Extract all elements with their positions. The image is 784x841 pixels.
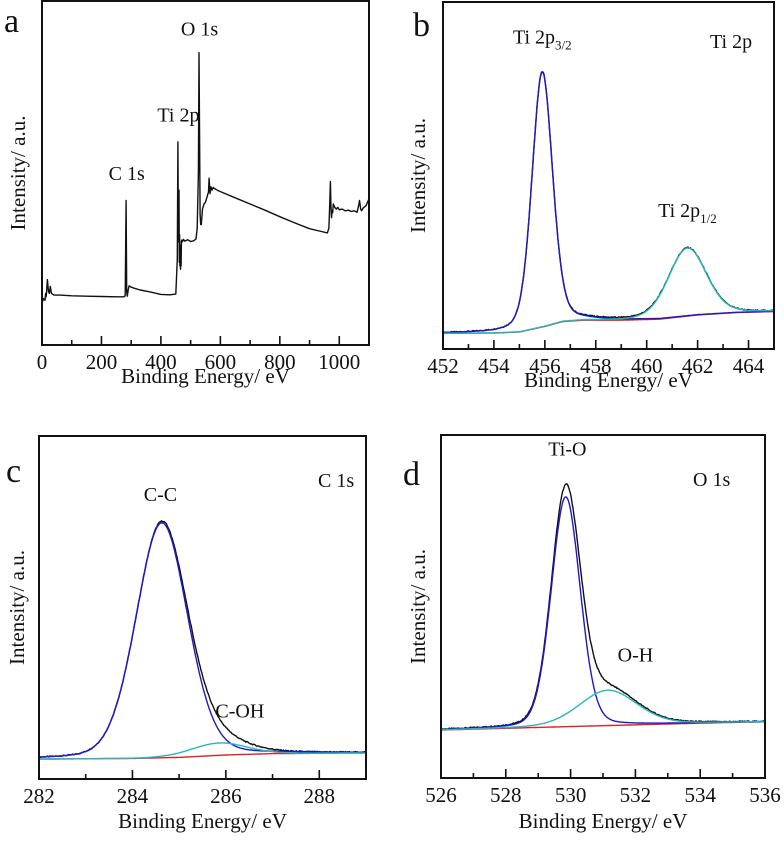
x-tick-label: 460 xyxy=(631,354,663,378)
y-axis-label-c: Intensity/ a.u. xyxy=(5,550,29,665)
x-ticks-a: 0 200 400 600 800 1000 xyxy=(37,336,360,374)
survey-spectrum-line xyxy=(41,51,370,304)
annotations-c: C-C C-OH xyxy=(144,484,265,722)
x-tick-label: 400 xyxy=(145,350,177,374)
panel-b-ti2p: b Ti 2p Ti 2p3/2Ti 2p1/2 452 454 456 458 460… xyxy=(406,1,775,392)
corner-label-b: Ti 2p xyxy=(710,31,752,53)
peak-label: Ti-O xyxy=(548,439,586,461)
x-tick-label: 600 xyxy=(205,350,237,374)
x-tick-label: 534 xyxy=(684,783,716,807)
peak-label-text: Ti 2p xyxy=(157,104,199,126)
envelope-raw-line xyxy=(38,520,367,759)
y-axis-label-b: Intensity/ a.u. xyxy=(406,118,430,233)
x-tick-label: 462 xyxy=(682,354,714,378)
peak-label-text: O 1s xyxy=(181,18,218,40)
component-ti-o-line xyxy=(440,496,765,731)
peak-label-text: Ti-O xyxy=(548,439,586,461)
plot-frame-c xyxy=(38,435,367,780)
corner-label-c: C 1s xyxy=(318,470,354,492)
plot-frame-d xyxy=(440,434,766,779)
peak-label-text: Ti 2p xyxy=(513,27,555,49)
x-tick-label: 458 xyxy=(580,354,612,378)
x-tick-label: 456 xyxy=(529,354,561,378)
x-tick-label: 0 xyxy=(37,350,48,374)
panel-letter-c: c xyxy=(6,453,21,490)
panel-letter-d: d xyxy=(403,456,420,493)
component-c-oh-line xyxy=(39,742,366,760)
annotations-a: C 1s Ti 2p O 1s xyxy=(109,18,219,184)
x-tick-label: 286 xyxy=(210,784,242,808)
peak-label: Ti 2p xyxy=(157,104,199,126)
curves-c xyxy=(38,520,367,760)
envelope-raw-line xyxy=(440,483,766,731)
panel-letter-b: b xyxy=(413,7,430,44)
annotations-b: Ti 2p3/2Ti 2p1/2 xyxy=(513,27,717,227)
peak-label: O 1s xyxy=(181,18,218,40)
x-tick-label: 464 xyxy=(733,354,765,378)
x-ticks-d: 526 528 530 532 534 536 xyxy=(425,769,781,807)
x-tick-label: 532 xyxy=(620,783,652,807)
x-tick-label: 282 xyxy=(23,784,55,808)
peak-label-subscript: 1/2 xyxy=(700,211,717,226)
peak-label-text: C-OH xyxy=(215,700,264,722)
y-axis-label-d: Intensity/ a.u. xyxy=(406,549,430,664)
x-tick-label: 200 xyxy=(86,350,118,374)
peak-label-subscript: 3/2 xyxy=(555,38,572,53)
x-tick-label: 1000 xyxy=(318,350,360,374)
x-tick-label: 536 xyxy=(749,783,781,807)
peak-label-text: C-C xyxy=(144,484,177,506)
x-axis-label-a: Binding Energy/ eV xyxy=(121,364,290,388)
peak-label: Ti 2p1/2 xyxy=(658,200,717,226)
x-axis-label-d: Binding Energy/ eV xyxy=(519,809,688,833)
x-axis-label-c: Binding Energy/ eV xyxy=(118,809,287,833)
plot-frame-b xyxy=(442,1,775,350)
peak-label-text: O-H xyxy=(618,644,654,666)
panel-letter-a: a xyxy=(4,3,19,40)
peak-label-text: Ti 2p xyxy=(658,200,700,222)
component-c-c-line xyxy=(38,522,366,758)
component-ti-2p1-2-line xyxy=(443,247,774,334)
x-tick-label: 526 xyxy=(425,783,457,807)
panel-a-survey: a C 1s Ti 2p O 1s 0 200 400 600 800 1000 Bindin… xyxy=(4,0,370,388)
x-ticks-c: 282 284 286 288 xyxy=(23,770,335,808)
curves-d xyxy=(440,483,766,731)
x-tick-label: 452 xyxy=(427,354,459,378)
component-ti-2p3-2-line xyxy=(442,71,774,334)
plot-frame-a xyxy=(41,0,370,346)
x-ticks-b: 452 454 456 458 460 462 464 xyxy=(427,340,765,378)
peak-label-text: C 1s xyxy=(109,163,145,185)
annotations-d: Ti-O O-H xyxy=(548,439,653,667)
x-axis-label-b: Binding Energy/ eV xyxy=(524,368,693,392)
x-tick-label: 454 xyxy=(478,354,510,378)
curves-b xyxy=(442,71,775,335)
x-tick-label: 284 xyxy=(117,784,149,808)
peak-label: C-OH xyxy=(215,700,264,722)
x-tick-label: 288 xyxy=(304,784,336,808)
x-tick-label: 800 xyxy=(264,350,296,374)
panel-d-o1s: d O 1s Ti-O O-H 526 528 530 532 534 536 Bindin… xyxy=(403,434,781,833)
peak-label: Ti 2p3/2 xyxy=(513,27,572,53)
panel-c-c1s: c C 1s C-C C-OH 282 284 286 288 Binding Ener… xyxy=(5,435,367,833)
peak-label: C-C xyxy=(144,484,177,506)
curves-a xyxy=(41,51,370,304)
x-tick-label: 528 xyxy=(490,783,522,807)
y-axis-label-a: Intensity/ a.u. xyxy=(6,116,30,231)
envelope-raw-line xyxy=(442,71,775,334)
peak-label: O-H xyxy=(618,644,654,666)
peak-label: C 1s xyxy=(109,163,145,185)
component-o-h-line xyxy=(441,689,765,731)
x-tick-label: 530 xyxy=(555,783,587,807)
corner-label-d: O 1s xyxy=(693,469,730,491)
